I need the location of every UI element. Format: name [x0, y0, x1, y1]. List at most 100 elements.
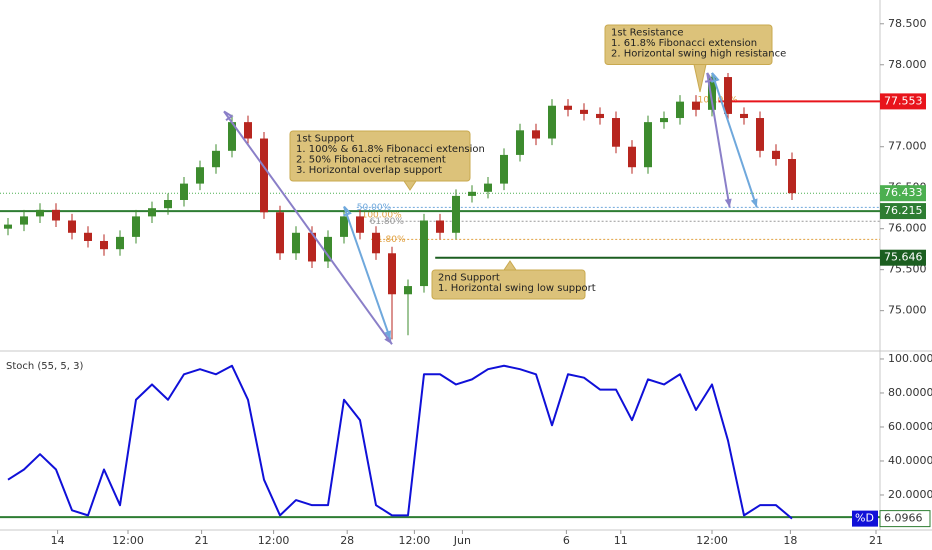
y-tick-label: 100.0000	[888, 352, 932, 365]
legend-label: %D	[855, 512, 874, 525]
value-tag-label: 6.0966	[884, 512, 923, 525]
candle-body	[564, 105, 572, 110]
x-tick-label: 12:00	[399, 534, 431, 547]
candle-body	[516, 130, 524, 155]
candle-body	[660, 118, 668, 123]
candle-body	[84, 232, 92, 241]
callout-box	[604, 24, 773, 65]
y-tick-label: 78.000	[888, 58, 927, 71]
candle-body	[612, 118, 620, 147]
candle-body	[244, 122, 252, 139]
candle-body	[452, 195, 460, 233]
candle-body	[644, 122, 652, 168]
candle-body	[68, 220, 76, 233]
value-tag	[879, 510, 931, 528]
x-tick-label: 21	[869, 534, 883, 547]
candle-body	[532, 130, 540, 139]
candle-body	[20, 216, 28, 225]
callout-text: 3. Horizontal overlap support	[296, 165, 442, 176]
arrow-tail	[710, 72, 720, 83]
y-tick-label: 75.500	[888, 263, 927, 276]
fib-label: 61.80%	[371, 235, 406, 245]
legend-tag	[852, 510, 878, 527]
candle-body	[196, 167, 204, 184]
candle-body	[228, 122, 236, 151]
candle-body	[708, 77, 716, 110]
x-tick-label: 12:00	[112, 534, 144, 547]
candle-body	[676, 101, 684, 119]
callout-text: 2. Horizontal swing high resistance	[611, 48, 786, 59]
y-tick-label: 76.000	[888, 222, 927, 235]
candle-body	[180, 183, 188, 200]
candle-body	[404, 286, 412, 295]
candle-body	[260, 138, 268, 213]
arrow-line	[223, 110, 393, 345]
level-tag-label: 77.553	[884, 94, 923, 107]
arrow-line	[711, 72, 758, 208]
candle-body	[468, 191, 476, 196]
candle-body	[420, 220, 428, 287]
x-tick-label: 12:00	[258, 534, 290, 547]
fib-label: 61.80%	[370, 217, 405, 227]
x-tick-label: Jun	[453, 534, 471, 547]
level-tag-label: 75.646	[884, 251, 923, 264]
callout-text: 2nd Support	[438, 272, 500, 283]
candle-body	[372, 232, 380, 254]
candle-body	[436, 220, 444, 233]
last-price-tag	[880, 185, 926, 202]
y-tick-label: 78.500	[888, 17, 927, 30]
x-tick-label: 28	[340, 534, 354, 547]
fib-label: 100.00%	[698, 96, 738, 106]
arrow-tail	[223, 110, 234, 122]
x-tick-label: 18	[783, 534, 797, 547]
callout-text: 1. Horizontal swing low support	[438, 283, 596, 294]
candle-body	[132, 216, 140, 237]
candle-body	[276, 212, 284, 254]
x-tick-label: 11	[614, 534, 628, 547]
callout-text: 1st Support	[296, 133, 354, 144]
candle-body	[388, 253, 396, 295]
y-tick-label: 40.0000	[888, 454, 932, 467]
arrow-tail	[343, 205, 352, 217]
arrow-head	[724, 198, 732, 208]
callout-box	[431, 269, 586, 300]
indicator-title: Stoch (55, 5, 3)	[6, 361, 83, 372]
candle-body	[548, 105, 556, 139]
candle-body	[788, 159, 796, 194]
candle-body	[484, 183, 492, 192]
candle-body	[756, 118, 764, 151]
callout-box	[289, 130, 471, 182]
candle-body	[740, 113, 748, 119]
candle-body	[116, 236, 124, 250]
fib-label: 100.00%	[362, 210, 402, 220]
y-tick-label: 77.000	[888, 140, 927, 153]
level-tag	[880, 93, 926, 110]
candle-body	[772, 150, 780, 160]
candle-body	[596, 113, 604, 119]
callout-text: 1. 61.8% Fibonacci extension	[611, 38, 757, 49]
candle-body	[100, 240, 108, 250]
callout-text: 2. 50% Fibonacci retracement	[296, 154, 446, 165]
y-tick-label: 20.0000	[888, 488, 932, 501]
candle-body	[724, 77, 732, 114]
candle-body	[500, 154, 508, 184]
last-price-tag-label: 76.433	[884, 186, 923, 199]
candle-body	[36, 209, 44, 217]
level-tag	[880, 249, 926, 266]
y-tick-label: 80.0000	[888, 386, 932, 399]
arrow-head	[750, 198, 758, 208]
y-tick-label: 75.000	[888, 304, 927, 317]
callout-text: 1. 100% & 61.8% Fibonacci extension	[296, 144, 485, 155]
x-tick-label: 12:00	[696, 534, 728, 547]
candle-body	[324, 236, 332, 262]
arrow-line	[706, 72, 731, 208]
level-tag-label: 76.215	[884, 204, 923, 217]
x-tick-label: 14	[51, 534, 65, 547]
candle-body	[292, 232, 300, 254]
arrow-head	[384, 330, 391, 340]
x-tick-label: 21	[195, 534, 209, 547]
fib-label: 50.00%	[357, 203, 392, 213]
candle-body	[148, 208, 156, 217]
